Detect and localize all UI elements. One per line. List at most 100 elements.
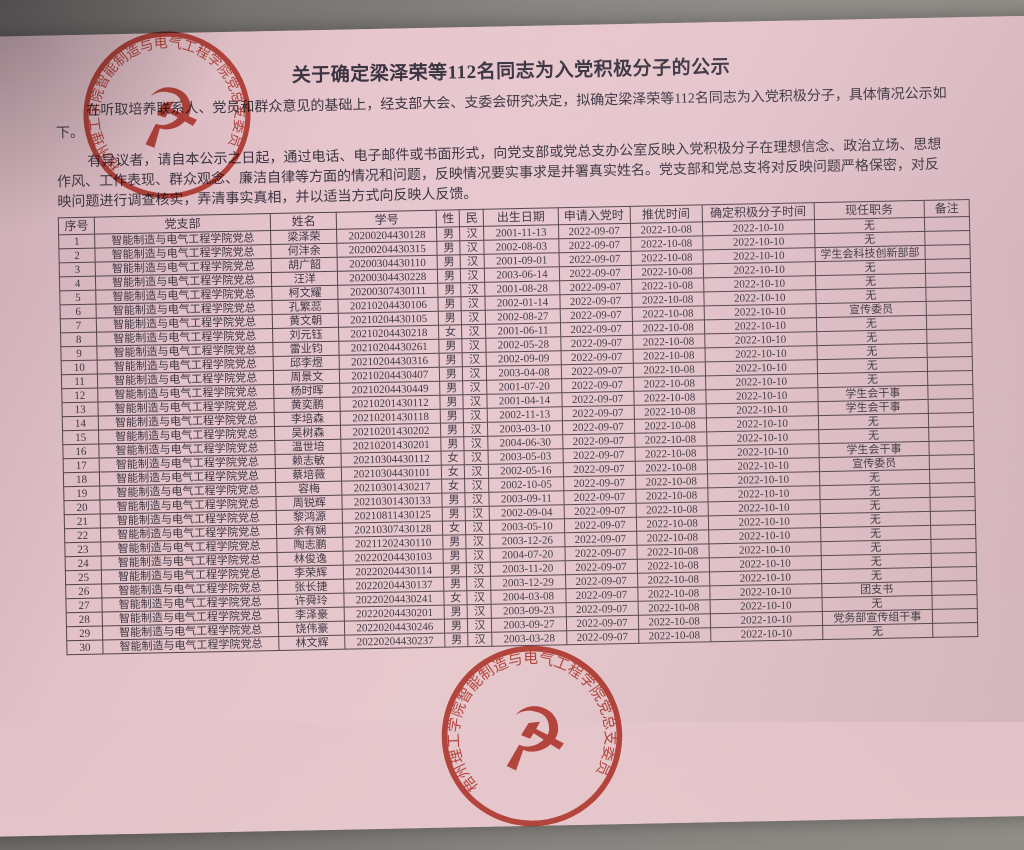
paragraph-1: 在听取培养联系人、党员和群众意见的基础上，经支部大会、支委会研究决定，拟确定梁泽… — [55, 82, 1024, 145]
table-cell: 2002-05-16 — [488, 462, 564, 479]
table-cell: 2022-10-08 — [633, 375, 706, 392]
table-cell: 2003-03-28 — [492, 630, 567, 647]
table-cell — [925, 258, 971, 274]
table-cell: 2002-01-14 — [485, 294, 560, 311]
table-cell: 9 — [60, 346, 98, 361]
table-cell: 汉 — [463, 408, 488, 423]
table-cell: 男 — [442, 492, 466, 508]
table-cell: 10 — [61, 360, 98, 375]
table-cell: 2022-09-07 — [559, 279, 632, 295]
table-cell: 2022-09-07 — [561, 419, 635, 435]
column-header: 申请入党时 — [557, 206, 631, 225]
table-cell: 2022-09-07 — [564, 545, 637, 561]
table-cell: 男 — [441, 436, 465, 452]
table-cell: 2022-09-07 — [562, 433, 635, 449]
table-cell — [924, 230, 970, 246]
table-cell: 男 — [438, 282, 462, 298]
table-cell: 2 — [58, 248, 96, 263]
column-header: 出生日期 — [483, 207, 558, 227]
table-cell: 林俊逸 — [277, 551, 344, 567]
table-cell: 2022-10-08 — [631, 305, 705, 322]
table-cell: 2022-09-07 — [560, 363, 634, 379]
table-cell: 汉 — [464, 450, 489, 465]
table-cell — [931, 566, 977, 582]
table-cell: 刘元钰 — [272, 327, 340, 343]
table-cell: 2022-10-08 — [637, 585, 710, 602]
table-cell: 何沣余 — [271, 243, 338, 259]
table-cell: 2022-10-08 — [636, 529, 709, 546]
table-cell: 2022-09-07 — [560, 349, 633, 365]
table-cell: 智能制造与电气工程学院党总 — [102, 636, 280, 655]
table-cell: 11 — [61, 374, 98, 389]
table-cell: 汉 — [462, 338, 487, 353]
table-cell: 20220204430237 — [344, 633, 446, 650]
table-cell: 男 — [444, 604, 468, 620]
table-cell: 汉 — [464, 478, 490, 493]
table-cell: 吴树森 — [274, 425, 342, 441]
table-cell: 男 — [439, 338, 463, 354]
table-cell: 2022-10-08 — [634, 459, 708, 476]
table-cell: 陶志鹏 — [276, 537, 344, 553]
table-cell: 温世培 — [274, 439, 342, 455]
table-cell: 男 — [443, 562, 467, 578]
table-cell: 男 — [437, 254, 461, 270]
table-cell — [925, 286, 972, 302]
table-cell — [931, 594, 978, 610]
table-cell: 汉 — [461, 296, 486, 311]
table-cell: 2002-11-13 — [487, 406, 562, 423]
table-cell: 男 — [437, 268, 462, 284]
table-cell: 2003-05-03 — [488, 448, 563, 465]
table-cell: 胡广韶 — [271, 257, 338, 273]
table-cell: 汉 — [468, 632, 493, 647]
table-cell: 2022-10-08 — [630, 235, 703, 252]
column-header: 性 — [436, 209, 460, 228]
table-cell: 2022-10-08 — [635, 487, 708, 504]
table-cell: 许舜玲 — [278, 593, 345, 609]
table-cell: 2022-10-08 — [637, 613, 711, 630]
applicants-table: 序号 党支部 姓名 学号性民出生日期 申请入党时 推优时间 确定积极分子时间 现任职务 备注 1… — [58, 199, 979, 655]
table-cell: 2022-09-07 — [562, 461, 636, 477]
table-cell: 黎鸿源 — [276, 509, 343, 525]
table-cell: 2022-10-08 — [630, 221, 703, 238]
table-cell: 2022-09-07 — [562, 447, 635, 463]
table-cell — [930, 510, 976, 526]
table-cell: 2004-07-20 — [490, 546, 565, 563]
table-cell: 2022-09-07 — [565, 615, 639, 631]
table-cell: 22 — [64, 528, 101, 543]
table-cell: 男 — [440, 380, 464, 396]
table-cell: 2022-10-08 — [635, 515, 709, 532]
table-cell: 2022-10-08 — [631, 291, 704, 308]
table-cell: 29 — [66, 626, 103, 641]
table-cell: 2022-10-08 — [633, 389, 706, 406]
table-cell: 2001-09-01 — [484, 252, 559, 269]
table-cell — [931, 580, 978, 596]
table-cell: 21 — [64, 514, 101, 529]
table-cell: 2001-08-28 — [485, 280, 560, 297]
table-cell: 汉 — [461, 282, 486, 297]
table-cell: 2002-10-05 — [488, 476, 564, 493]
table-cell: 柯文耀 — [271, 285, 339, 301]
table-cell: 男 — [440, 394, 464, 410]
table-cell — [927, 384, 974, 400]
table-cell — [929, 482, 976, 498]
table-cell: 女 — [438, 324, 463, 340]
table-cell: 汉 — [464, 436, 489, 451]
table-cell: 24 — [65, 556, 102, 571]
table-cell: 女 — [441, 464, 465, 480]
table-cell: 杨时晖 — [273, 383, 341, 399]
table-cell: 2022-09-07 — [561, 377, 634, 393]
table-cell: 2003-09-11 — [489, 490, 564, 507]
table-cell: 2003-09-23 — [491, 602, 566, 619]
table-cell: 2022-10-08 — [637, 571, 710, 588]
table-cell: 3 — [59, 262, 96, 277]
table-cell: 2022-10-08 — [633, 417, 707, 434]
table-body: 1 智能制造与电气工程学院党总 梁泽荣 20200204430128 男汉 2001-11… — [58, 216, 978, 655]
table-cell: 2022-09-07 — [558, 237, 631, 253]
table-cell: 汉 — [462, 366, 488, 381]
table-cell: 周景文 — [273, 369, 340, 385]
table-cell: 2022-09-07 — [561, 405, 634, 421]
table-cell — [928, 426, 974, 442]
table-cell: 23 — [64, 542, 102, 557]
table-cell: 2022-09-07 — [559, 321, 633, 337]
